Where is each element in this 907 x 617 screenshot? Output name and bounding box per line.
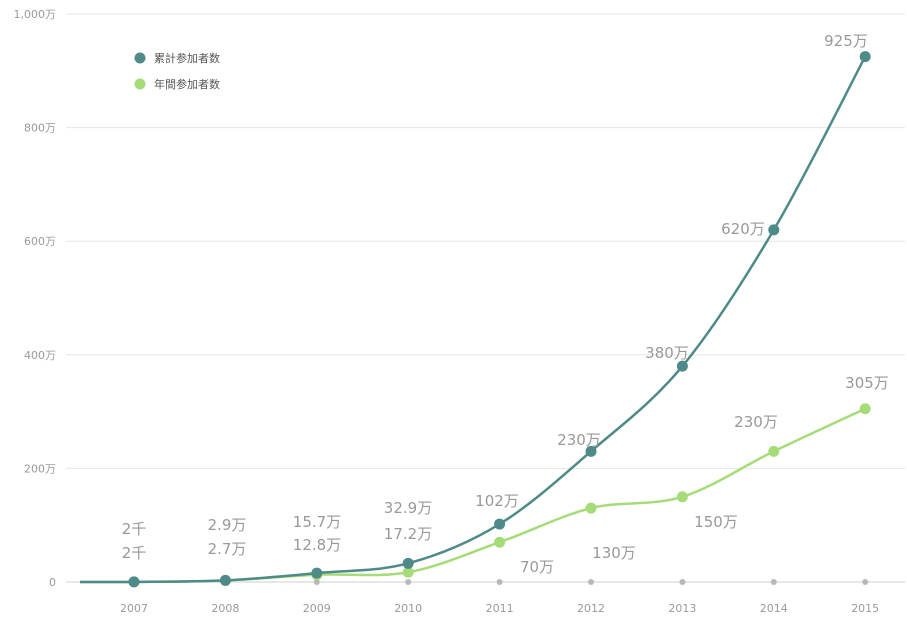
data-label-cumulative: 925万	[824, 32, 868, 50]
data-label-cumulative: 32.9万	[384, 499, 432, 517]
y-tick-label: 0	[49, 576, 56, 589]
data-point-cumulative	[402, 557, 414, 569]
data-label-annual: 70万	[520, 558, 554, 576]
x-tick-label: 2015	[851, 602, 879, 615]
y-tick-label: 1,000万	[14, 8, 57, 21]
x-tick-dot	[496, 579, 503, 585]
data-label-annual: 2.7万	[208, 540, 247, 558]
data-point-cumulative	[585, 445, 597, 457]
data-point-annual	[859, 403, 871, 415]
data-point-annual	[402, 566, 414, 578]
data-label-annual: 150万	[694, 513, 738, 531]
y-axis-ticks: 0 200万 400万 600万 800万 1,000万	[14, 8, 57, 589]
data-point-cumulative	[768, 224, 780, 236]
x-tick-label: 2011	[486, 602, 514, 615]
data-label-annual: 2千	[122, 544, 147, 562]
x-axis-ticks: 2007 2008 2009 2010 2011 2012 2013 2014 2015	[120, 579, 879, 615]
data-label-annual: 305万	[845, 374, 889, 392]
data-point-annual	[676, 491, 688, 503]
data-label-annual: 230万	[734, 413, 778, 431]
series-line-annual	[79, 407, 866, 584]
data-point-annual	[494, 536, 506, 548]
legend-label-cumulative: 累計参加者数	[154, 51, 220, 65]
x-tick-dot	[405, 579, 412, 585]
data-label-cumulative: 620万	[721, 220, 765, 238]
grid-lines	[66, 13, 905, 583]
x-tick-label: 2013	[668, 602, 696, 615]
data-point-cumulative	[676, 360, 688, 372]
data-point-cumulative	[128, 576, 140, 588]
y-tick-label: 600万	[24, 235, 56, 248]
data-label-cumulative: 102万	[475, 492, 519, 510]
data-label-cumulative: 2千	[122, 520, 147, 538]
y-tick-label: 400万	[24, 349, 56, 362]
series-line-cumulative	[79, 56, 867, 584]
data-label-cumulative: 15.7万	[293, 513, 341, 531]
x-tick-dot	[862, 579, 869, 585]
x-tick-dot	[679, 579, 686, 585]
x-tick-label: 2010	[394, 602, 422, 615]
series-layer	[79, 51, 871, 588]
y-tick-label: 200万	[24, 462, 56, 475]
data-point-annual	[585, 502, 597, 514]
data-label-cumulative: 230万	[557, 431, 601, 449]
x-tick-dot	[770, 579, 777, 585]
x-tick-label: 2009	[303, 602, 331, 615]
data-point-cumulative	[859, 51, 871, 63]
x-tick-label: 2012	[577, 602, 605, 615]
x-tick-label: 2014	[760, 602, 788, 615]
legend-marker-annual	[134, 78, 146, 90]
data-label-annual: 130万	[592, 544, 636, 562]
y-tick-label: 800万	[24, 122, 56, 135]
data-point-cumulative	[219, 574, 231, 586]
data-point-annual	[768, 445, 780, 457]
data-label-cumulative: 380万	[645, 344, 689, 362]
data-label-annual: 17.2万	[384, 525, 432, 543]
legend-marker-cumulative	[134, 52, 146, 64]
x-tick-dot	[313, 579, 320, 585]
data-label-cumulative: 2.9万	[208, 516, 247, 534]
x-tick-label: 2008	[211, 602, 239, 615]
legend-label-annual: 年間参加者数	[154, 77, 220, 91]
data-point-cumulative	[311, 567, 323, 579]
data-point-cumulative	[494, 518, 506, 530]
data-label-annual: 12.8万	[293, 536, 341, 554]
x-tick-dot	[588, 579, 594, 585]
data-labels: 2千 2.9万 15.7万 32.9万 102万 230万 380万 620万 925万 2千 2.…	[122, 32, 889, 576]
x-tick-label: 2007	[120, 602, 148, 615]
